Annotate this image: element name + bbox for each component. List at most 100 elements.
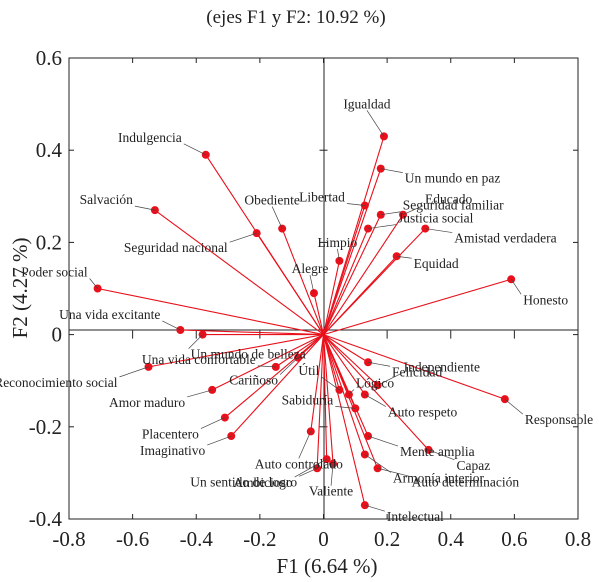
point-label: Equidad [414, 256, 459, 271]
vector-line [211, 334, 324, 391]
point-label: Ambicioso [233, 475, 292, 490]
point-label: Responsable [525, 412, 593, 427]
label-leader [89, 278, 98, 289]
point-label: Educado [425, 192, 472, 207]
label-leader [510, 279, 522, 295]
point-label: Honesto [523, 292, 568, 307]
vector-line [323, 214, 404, 335]
point-label: Amistad verdadera [454, 231, 556, 246]
label-leader [377, 372, 402, 386]
vector-line [322, 168, 382, 335]
label-leader [367, 224, 397, 229]
point-label: Reconocimiento social [0, 375, 118, 390]
vector-line [310, 334, 325, 432]
x-tick-label: 0.6 [501, 527, 527, 551]
vector-line [316, 334, 325, 469]
vector-line [275, 334, 324, 368]
label-leader [367, 361, 391, 367]
vector-line [154, 209, 324, 336]
label-leader [337, 248, 340, 261]
label-leader [402, 205, 424, 216]
label-leader [346, 203, 365, 206]
x-axis-title: F1 (6.64 %) [277, 554, 378, 578]
vector-line [323, 334, 429, 451]
label-leader [321, 376, 340, 391]
vector-line [322, 228, 369, 335]
label-leader [425, 228, 453, 233]
vector-line [322, 334, 379, 469]
vector-line [322, 334, 328, 460]
vector-line [322, 334, 366, 455]
label-leader [380, 168, 403, 173]
label-leader [428, 449, 455, 461]
label-leader [396, 255, 412, 259]
label-leader [335, 406, 356, 409]
vector-line [180, 329, 324, 336]
vector-line [230, 334, 324, 437]
point-label: Alegre [292, 261, 329, 276]
point-label: Útil [298, 363, 319, 378]
label-leader [364, 454, 392, 473]
point-label: Intelectual [387, 509, 444, 524]
point-label: Seguridad familiar [403, 198, 504, 213]
point-label: Justicia social [398, 211, 474, 226]
x-tick-label: 0.8 [565, 527, 591, 551]
vector-line [323, 334, 366, 395]
vector-point [507, 275, 516, 284]
y-tick-label: -0.2 [29, 415, 62, 439]
x-tick-label: -0.4 [180, 527, 214, 551]
y-axis-title: F2 (4.27 %) [8, 238, 32, 339]
point-label: Auto determinación [412, 474, 520, 489]
point-label: Placentero [142, 427, 199, 442]
y-tick-label: 0.2 [36, 230, 62, 254]
label-leader [271, 206, 283, 229]
point-label: Un sentido de logro [190, 474, 297, 489]
point-label: Imaginativo [140, 443, 205, 458]
point-label: Poder social [21, 265, 88, 280]
point-label: Un mundo de belleza [191, 347, 306, 362]
vector-line [322, 205, 366, 335]
vector-line [256, 232, 324, 335]
axis-ticks: -0.8 -0.6 -0.4 -0.2 0 0.2 0.4 0.6 0.8 -0.4 -0.2 0 0.… [29, 46, 591, 551]
point-label: Una vida excitante [59, 307, 160, 322]
y-tick-label: 0 [52, 323, 63, 347]
label-leader [377, 467, 410, 477]
label-leader [183, 143, 206, 156]
point-label: Limpio [318, 235, 358, 250]
y-tick-label: -0.4 [29, 507, 63, 531]
label-leader [364, 394, 387, 407]
point-label: Un mundo en paz [405, 171, 501, 186]
vector-line [313, 292, 325, 335]
vector-line [224, 334, 324, 419]
labels-layer: Igualdad Un mundo en paz Indulgencia Libert… [0, 96, 593, 524]
label-leader [188, 334, 203, 349]
x-tick-label: 0.2 [374, 527, 400, 551]
label-leader [330, 463, 334, 486]
y-tick-label: 0.6 [36, 46, 62, 70]
vector-line [323, 278, 512, 336]
point-label: Auto respeto [388, 405, 458, 420]
vector-line [322, 260, 340, 335]
label-leader [364, 504, 385, 512]
label-leader [279, 357, 299, 375]
point-label: Seguridad nacional [124, 240, 228, 255]
vector-line [323, 334, 378, 386]
point-label: Sabiduría [282, 392, 334, 407]
vector-line [97, 287, 324, 336]
label-leader [134, 205, 155, 211]
label-leader [294, 458, 327, 478]
vector-line [323, 334, 369, 363]
x-tick-label: 0 [318, 527, 329, 551]
x-tick-label: -0.6 [116, 527, 149, 551]
point-label: Independiente [404, 359, 480, 374]
vector-line [323, 334, 506, 400]
point-label: Indulgencia [118, 130, 182, 145]
point-label: Auto controlado [255, 456, 343, 471]
point-label: Salvación [80, 192, 133, 207]
label-leader [309, 275, 315, 294]
vector-line [322, 334, 366, 506]
y-tick-label: 0.4 [36, 138, 63, 162]
vector-line [281, 228, 325, 335]
point-label: Mente amplia [400, 444, 475, 459]
